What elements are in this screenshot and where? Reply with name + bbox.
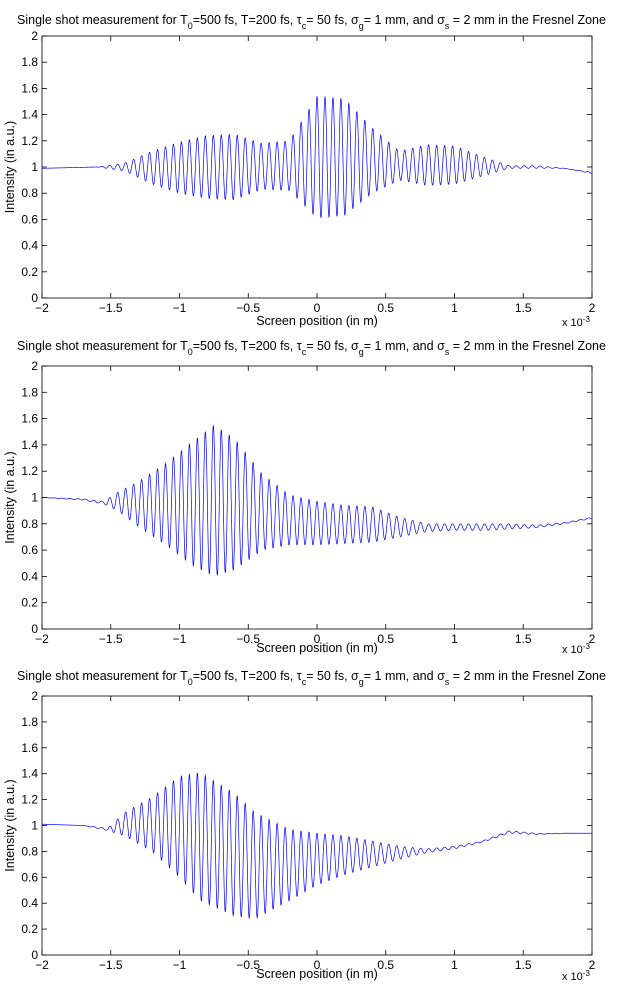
x-tick-label: 0.5 <box>377 632 394 646</box>
y-tick-label: 0 <box>31 291 38 305</box>
y-tick-label: 0.8 <box>21 186 38 200</box>
x-tick-label: −0.5 <box>236 301 260 315</box>
x-tick-label: 1 <box>451 301 458 315</box>
x-axis-label: Screen position (in m) <box>256 641 378 655</box>
y-tick-label: 0.6 <box>21 543 38 557</box>
x-scale-multiplier: x 10-3 <box>562 315 590 330</box>
chart-1: −2 −1.5 −1 −0.5 0 0.5 1 1.5 200.20.40.60.811.21.… <box>0 0 623 330</box>
chart-title: Single shot measurement for T0=500 fs, T… <box>17 13 606 31</box>
y-tick-label: 1.2 <box>21 793 38 807</box>
x-tick-label: −1 <box>173 632 187 646</box>
x-tick-label: 0.5 <box>377 958 394 972</box>
y-axis-label: Intensity (in a.u.) <box>3 779 17 871</box>
x-tick-label: −1 <box>173 301 187 315</box>
y-tick-label: 1.8 <box>21 55 38 69</box>
y-tick-label: 0.2 <box>21 265 38 279</box>
x-tick-label: 1.5 <box>515 301 532 315</box>
x-tick-label: 1.5 <box>515 632 532 646</box>
x-tick-label: 0 <box>314 301 321 315</box>
y-tick-label: 2 <box>31 359 38 373</box>
y-tick-label: 2 <box>31 689 38 703</box>
chart-panel-2: −2 −1.5 −1 −0.5 0 0.5 1 1.5 2 0 0.2 0.4 0.6 0.8 1 1.2 1.… <box>0 330 623 660</box>
chart-panel-3: −2 −1.5 −1 −0.5 0 0.5 1 1.5 2 0 0.2 0.4 0.6 0.8 1 1.2 1.… <box>0 660 623 982</box>
y-tick-label: 1.8 <box>21 385 38 399</box>
plot-frame <box>42 696 592 955</box>
y-tick-label: 0.2 <box>21 922 38 936</box>
chart-title: Single shot measurement for T0=500 fs, T… <box>17 339 606 357</box>
y-tick-label: 0.4 <box>21 896 38 910</box>
y-tick-label: 1.6 <box>21 412 38 426</box>
y-tick-label: 1.6 <box>21 81 38 95</box>
x-tick-label: −1.5 <box>99 632 123 646</box>
y-tick-label: 1 <box>31 819 38 833</box>
x-axis-label: Screen position (in m) <box>256 967 378 981</box>
y-tick-label: 1.2 <box>21 134 38 148</box>
x-tick-label: 1.5 <box>515 958 532 972</box>
y-tick-label: 0.8 <box>21 517 38 531</box>
chart-panel-1: −2 −1.5 −1 −0.5 0 0.5 1 1.5 2 0 0.2 0.4 0.6 0.8 1 1.2 1.… <box>0 0 623 330</box>
y-tick-label: 0 <box>31 948 38 962</box>
y-tick-label: 1.4 <box>21 767 38 781</box>
x-tick-label: 1 <box>451 958 458 972</box>
y-tick-label: 1 <box>31 491 38 505</box>
y-tick-label: 1.4 <box>21 438 38 452</box>
y-tick-label: 0.8 <box>21 844 38 858</box>
y-tick-label: 1.4 <box>21 108 38 122</box>
y-tick-label: 0.6 <box>21 212 38 226</box>
y-tick-label: 1.8 <box>21 715 38 729</box>
chart-title: Single shot measurement for T0=500 fs, T… <box>17 669 606 687</box>
y-tick-label: 1.2 <box>21 464 38 478</box>
y-tick-label: 1 <box>31 160 38 174</box>
chart-3: −2 −1.5 −1 −0.5 0 0.5 1 1.5 200.20.40.60.811.21.… <box>0 660 623 982</box>
x-tick-label: −1.5 <box>99 958 123 972</box>
y-tick-label: 2 <box>31 29 38 43</box>
plot-frame <box>42 366 592 629</box>
y-tick-label: 0.2 <box>21 596 38 610</box>
y-tick-label: 0.6 <box>21 870 38 884</box>
y-tick-label: 0.4 <box>21 569 38 583</box>
x-scale-multiplier: x 10-3 <box>562 642 590 657</box>
x-tick-label: 2 <box>589 301 596 315</box>
y-tick-label: 1.6 <box>21 741 38 755</box>
x-tick-label: 1 <box>451 632 458 646</box>
x-scale-multiplier: x 10-3 <box>562 969 590 983</box>
y-tick-label: 0 <box>31 622 38 636</box>
x-tick-label: 0.5 <box>377 301 394 315</box>
y-axis-label: Intensity (in a.u.) <box>3 121 17 213</box>
chart-2: −2 −1.5 −1 −0.5 0 0.5 1 1.5 200.20.40.60.811.21.… <box>0 330 623 660</box>
x-tick-label: −1 <box>173 958 187 972</box>
y-axis-label: Intensity (in a.u.) <box>3 451 17 543</box>
y-tick-label: 0.4 <box>21 239 38 253</box>
plot-frame <box>42 36 592 298</box>
x-tick-label: −1.5 <box>99 301 123 315</box>
x-axis-label: Screen position (in m) <box>256 314 378 328</box>
